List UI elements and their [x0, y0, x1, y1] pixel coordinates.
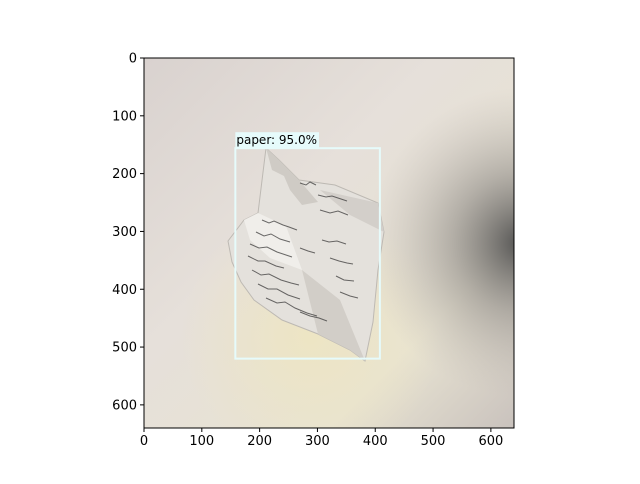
- y-tick-label: 500: [112, 341, 137, 356]
- x-tick-label: 200: [247, 434, 272, 449]
- y-tick-label: 200: [112, 167, 137, 182]
- x-tick-label: 400: [363, 434, 388, 449]
- x-tick-label: 100: [189, 434, 214, 449]
- x-tick-label: 600: [478, 434, 503, 449]
- y-tick-label: 0: [129, 52, 137, 67]
- detection-label: paper: 95.0%: [236, 133, 317, 147]
- detections-layer: paper: 95.0%: [234, 132, 381, 360]
- y-tick-label: 600: [112, 398, 137, 413]
- y-tick-label: 300: [112, 225, 137, 240]
- x-axis: 0 100 200 300 400 500 600: [140, 428, 503, 449]
- y-tick-label: 400: [112, 283, 137, 298]
- label-background: [235, 132, 320, 149]
- detection-paper: paper: 95.0%: [234, 132, 381, 360]
- crumpled-paper-object: [227, 146, 385, 362]
- y-axis: 0 100 200 300 400 500 600: [112, 52, 144, 413]
- x-tick-label: 300: [305, 434, 330, 449]
- x-tick-label: 0: [140, 434, 148, 449]
- y-tick-label: 100: [112, 109, 137, 124]
- photo-image: [144, 58, 514, 428]
- x-tick-label: 500: [421, 434, 446, 449]
- axes-frame: [143, 57, 515, 429]
